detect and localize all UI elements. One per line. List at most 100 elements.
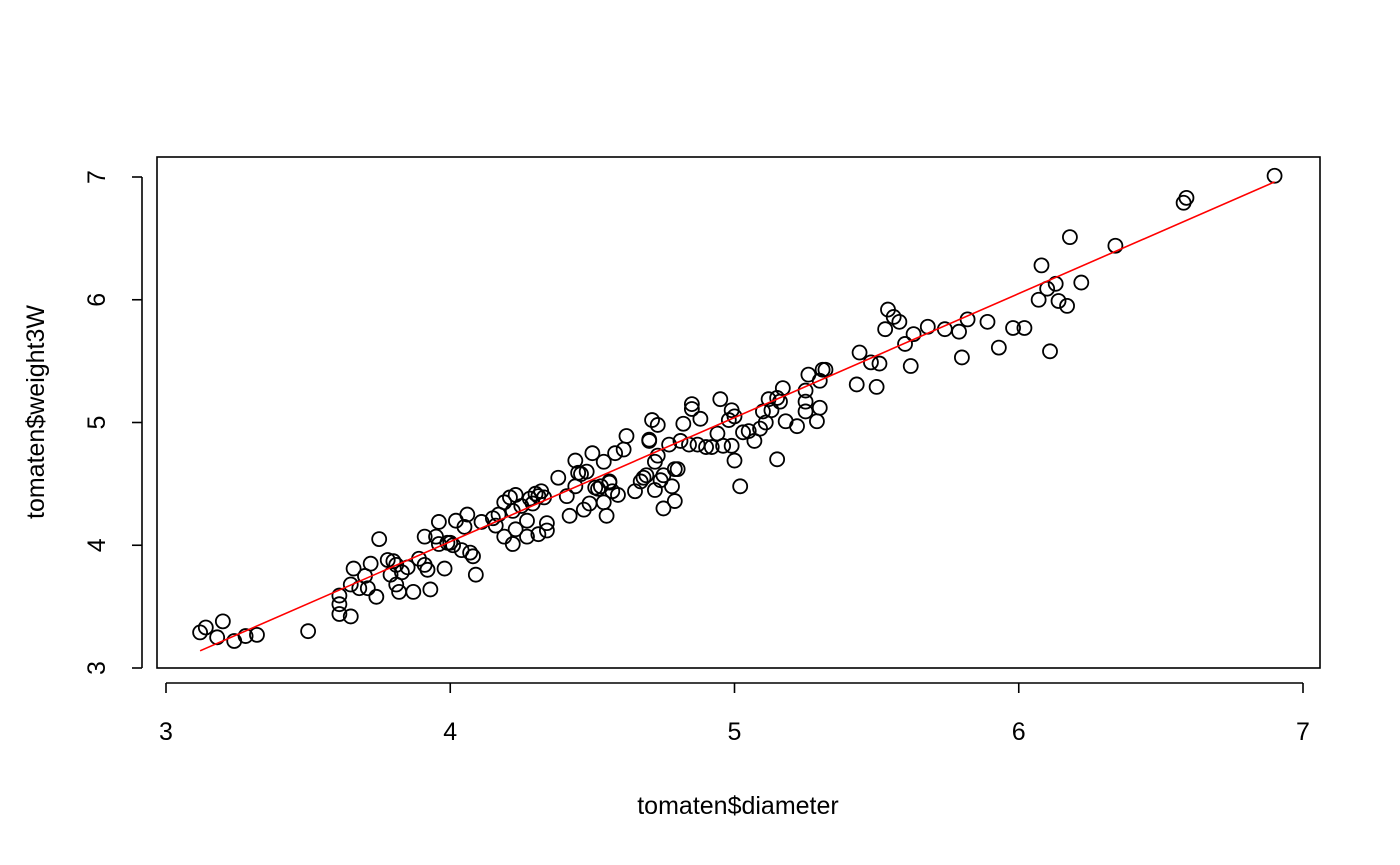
data-point bbox=[1266, 167, 1283, 184]
data-point bbox=[774, 380, 791, 397]
data-point bbox=[331, 606, 348, 622]
data-point bbox=[368, 588, 385, 605]
y-axis-title: tomaten$weight3W bbox=[22, 305, 50, 519]
data-point bbox=[456, 518, 473, 535]
data-point bbox=[1050, 293, 1067, 309]
data-point bbox=[809, 413, 825, 430]
data-point bbox=[891, 313, 908, 330]
data-point bbox=[595, 453, 612, 470]
data-point bbox=[209, 629, 226, 646]
data-point bbox=[1178, 189, 1195, 206]
data-point bbox=[979, 313, 996, 330]
data-point bbox=[584, 445, 601, 462]
data-point bbox=[769, 451, 786, 468]
data-point bbox=[1073, 274, 1090, 291]
data-point bbox=[851, 344, 868, 361]
data-point bbox=[797, 393, 814, 410]
data-point bbox=[359, 580, 376, 597]
data-point bbox=[618, 428, 635, 444]
data-point bbox=[664, 478, 680, 495]
data-point bbox=[1059, 297, 1075, 314]
data-point bbox=[467, 566, 484, 583]
data-point bbox=[416, 528, 433, 545]
data-points bbox=[192, 167, 1283, 649]
data-point bbox=[703, 439, 720, 455]
y-tick-label: 3 bbox=[83, 661, 111, 675]
data-point bbox=[530, 526, 547, 543]
data-point bbox=[661, 436, 678, 453]
data-point bbox=[797, 382, 814, 399]
data-point bbox=[871, 355, 888, 372]
y-tick-label: 4 bbox=[83, 538, 111, 552]
data-point bbox=[689, 436, 706, 453]
data-point bbox=[331, 587, 348, 604]
regression-line bbox=[199, 181, 1275, 652]
data-point bbox=[462, 544, 479, 561]
data-point bbox=[550, 469, 567, 486]
data-point bbox=[669, 461, 686, 478]
data-point bbox=[345, 560, 362, 577]
data-point bbox=[797, 403, 814, 420]
data-point bbox=[567, 452, 584, 469]
data-point bbox=[442, 534, 459, 551]
data-point bbox=[877, 321, 894, 338]
data-point bbox=[607, 445, 624, 462]
data-point bbox=[726, 408, 743, 425]
data-point bbox=[675, 415, 692, 432]
x-tick-label: 4 bbox=[443, 718, 457, 746]
data-point bbox=[538, 515, 555, 532]
data-point bbox=[422, 581, 439, 598]
data-point bbox=[342, 576, 359, 593]
data-point bbox=[342, 608, 359, 625]
data-point bbox=[496, 494, 513, 511]
y-tick-label: 5 bbox=[83, 416, 111, 430]
data-point bbox=[578, 463, 595, 480]
data-point bbox=[394, 564, 410, 581]
data-point bbox=[300, 623, 317, 640]
data-point bbox=[615, 441, 632, 458]
data-point bbox=[519, 512, 535, 529]
x-axis: 3 4 5 6 7 bbox=[159, 682, 1310, 746]
data-point bbox=[1005, 320, 1021, 336]
data-point bbox=[885, 309, 902, 325]
data-point bbox=[1107, 237, 1124, 254]
data-point bbox=[249, 626, 265, 643]
data-point bbox=[1033, 257, 1050, 274]
data-point bbox=[459, 506, 476, 523]
data-point bbox=[897, 336, 913, 352]
data-point bbox=[445, 537, 461, 554]
data-point bbox=[902, 358, 919, 374]
data-point bbox=[698, 439, 714, 455]
data-point bbox=[723, 437, 740, 454]
data-point bbox=[666, 493, 683, 509]
data-point bbox=[868, 379, 885, 395]
data-point bbox=[561, 507, 578, 524]
data-point bbox=[655, 500, 672, 517]
data-point bbox=[649, 447, 666, 464]
data-point bbox=[507, 521, 524, 538]
data-point bbox=[598, 507, 615, 524]
data-point bbox=[379, 552, 396, 568]
data-point bbox=[635, 469, 652, 486]
x-tick-label: 3 bbox=[159, 718, 173, 746]
data-point bbox=[419, 561, 436, 578]
data-point bbox=[538, 522, 555, 539]
x-tick-label: 5 bbox=[728, 718, 742, 746]
data-point bbox=[214, 613, 231, 630]
data-point bbox=[1016, 320, 1033, 336]
data-point bbox=[951, 323, 967, 340]
data-point bbox=[789, 418, 805, 435]
data-point bbox=[371, 531, 388, 548]
data-point bbox=[715, 437, 732, 454]
data-point bbox=[692, 410, 709, 427]
y-tick-label: 6 bbox=[83, 293, 111, 307]
data-point bbox=[430, 514, 447, 530]
x-tick-label: 6 bbox=[1012, 718, 1026, 746]
data-point bbox=[331, 596, 348, 613]
data-point bbox=[683, 396, 700, 412]
data-point bbox=[436, 560, 453, 577]
data-point bbox=[649, 417, 666, 433]
data-point bbox=[1062, 229, 1078, 246]
data-point bbox=[465, 548, 481, 565]
